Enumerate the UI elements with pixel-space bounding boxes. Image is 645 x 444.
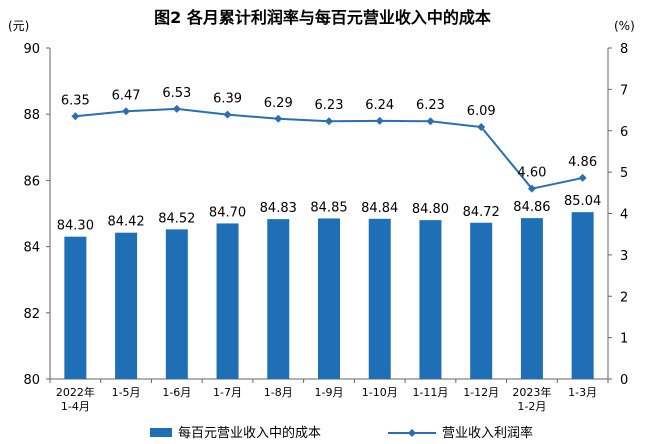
chart-title: 图2 各月累计利润率与每百元营业收入中的成本 bbox=[154, 8, 491, 27]
x-axis-category-label: 1-11月 bbox=[412, 386, 448, 399]
bar-value-label: 84.52 bbox=[158, 211, 195, 226]
profit-rate-label: 4.60 bbox=[517, 166, 546, 181]
bar bbox=[520, 218, 543, 379]
profit-rate-label: 6.47 bbox=[112, 88, 141, 103]
profit-rate-marker bbox=[223, 110, 232, 119]
left-axis-unit: (元) bbox=[8, 19, 29, 33]
right-axis-unit: (%) bbox=[614, 19, 635, 33]
bar-value-label: 84.80 bbox=[412, 202, 449, 217]
profit-rate-label: 6.29 bbox=[264, 96, 293, 111]
profit-rate-marker bbox=[527, 184, 536, 193]
right-axis-tick-label: 8 bbox=[620, 42, 628, 57]
bar bbox=[470, 222, 493, 379]
left-axis-tick-label: 90 bbox=[23, 42, 40, 57]
x-axis-category-label: 1-2月 bbox=[517, 400, 546, 413]
profit-rate-label: 6.39 bbox=[213, 92, 242, 107]
bar-value-label: 84.85 bbox=[310, 200, 347, 215]
profit-rate-label: 6.24 bbox=[365, 98, 394, 113]
x-axis-category-label: 1-10月 bbox=[362, 386, 398, 399]
left-axis-tick-label: 84 bbox=[23, 241, 40, 256]
profit-rate-marker bbox=[426, 117, 435, 126]
bar bbox=[267, 219, 290, 379]
right-axis-tick-label: 4 bbox=[620, 208, 628, 223]
right-axis-tick-label: 6 bbox=[620, 125, 628, 140]
profit-rate-marker bbox=[325, 117, 333, 126]
right-axis-tick-label: 5 bbox=[620, 166, 628, 181]
x-axis-category-label: 2022年 bbox=[56, 385, 95, 399]
legend-line-label: 营业收入利润率 bbox=[442, 425, 533, 441]
bar bbox=[318, 218, 340, 379]
legend-line-marker bbox=[408, 429, 416, 437]
x-axis-category-label: 1-6月 bbox=[162, 386, 191, 399]
bar-value-label: 85.04 bbox=[564, 194, 601, 209]
profit-rate-label: 6.35 bbox=[61, 93, 90, 108]
right-axis-tick-label: 3 bbox=[620, 249, 628, 264]
bar-value-label: 84.70 bbox=[209, 205, 246, 220]
bar bbox=[64, 236, 87, 379]
bar bbox=[216, 223, 239, 379]
bar-value-label: 84.84 bbox=[361, 201, 398, 216]
left-axis-tick-label: 86 bbox=[23, 174, 40, 189]
x-axis-category-label: 1-4月 bbox=[61, 400, 90, 413]
profit-rate-label: 6.23 bbox=[315, 98, 344, 113]
legend-bar-label: 每百元营业收入中的成本 bbox=[178, 425, 321, 441]
bar bbox=[115, 232, 138, 379]
x-axis-category-label: 1-7月 bbox=[213, 386, 242, 399]
profit-rate-marker bbox=[375, 116, 384, 125]
x-axis-category-label: 2023年 bbox=[512, 385, 551, 399]
left-axis-tick-label: 80 bbox=[23, 373, 40, 388]
left-axis-tick-label: 82 bbox=[23, 307, 40, 322]
right-axis-tick-label: 2 bbox=[620, 290, 628, 305]
profit-rate-label: 4.86 bbox=[568, 155, 597, 170]
bar bbox=[419, 220, 442, 379]
profit-rate-label: 6.53 bbox=[162, 86, 191, 101]
bar-value-label: 84.83 bbox=[260, 201, 297, 216]
x-axis-category-label: 1-8月 bbox=[264, 386, 293, 399]
profit-rate-marker bbox=[122, 107, 131, 116]
profit-rate-marker bbox=[172, 104, 181, 113]
x-axis-category-label: 1-12月 bbox=[463, 386, 499, 399]
bar-value-label: 84.86 bbox=[513, 200, 550, 215]
left-axis-tick-label: 88 bbox=[23, 108, 40, 123]
profit-rate-marker bbox=[71, 112, 80, 121]
bar bbox=[368, 218, 391, 379]
bar-value-label: 84.30 bbox=[57, 219, 94, 234]
bar-value-label: 84.72 bbox=[463, 205, 500, 220]
x-axis-category-label: 1-9月 bbox=[315, 386, 344, 399]
profit-rate-marker bbox=[477, 123, 486, 132]
legend-bar-swatch bbox=[150, 428, 172, 437]
x-axis-category-label: 1-5月 bbox=[112, 386, 141, 399]
x-axis-category-label: 1-3月 bbox=[568, 386, 597, 399]
bar bbox=[165, 229, 188, 379]
right-axis-tick-label: 0 bbox=[620, 373, 628, 388]
bar-value-label: 84.42 bbox=[107, 215, 144, 230]
profit-rate-label: 6.09 bbox=[467, 104, 496, 119]
profit-rate-marker bbox=[274, 114, 283, 123]
bar bbox=[571, 212, 594, 379]
profit-rate-label: 6.23 bbox=[416, 98, 445, 113]
profit-rate-marker bbox=[578, 173, 587, 182]
right-axis-tick-label: 1 bbox=[620, 332, 628, 347]
right-axis-tick-label: 7 bbox=[620, 83, 628, 98]
